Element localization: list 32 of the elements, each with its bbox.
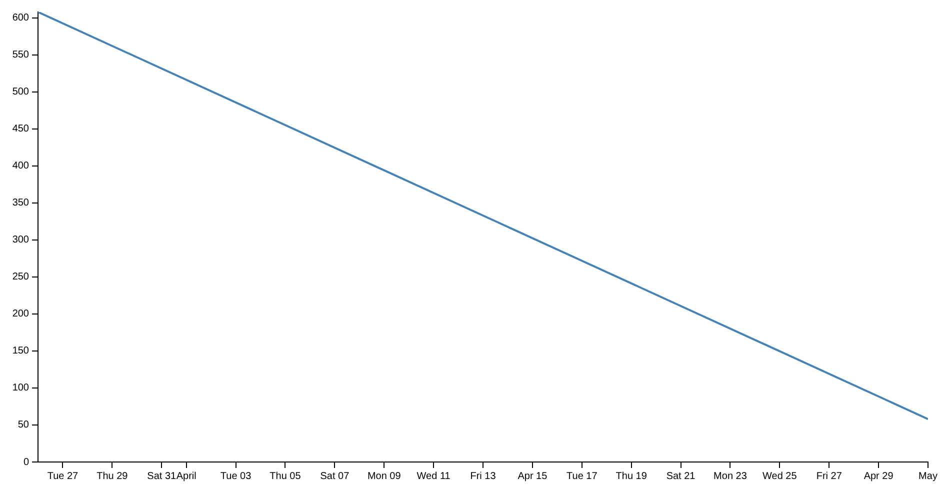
x-tick-label: April (176, 470, 196, 482)
x-tick-label: Wed 25 (762, 470, 798, 482)
x-tick-label: Thu 19 (616, 470, 648, 482)
x-tick-label: Tue 27 (47, 470, 79, 482)
y-tick-label: 500 (12, 86, 30, 98)
x-tick-label: Tue 17 (566, 470, 598, 482)
y-tick-label: 300 (12, 234, 30, 246)
x-tick-label: Sat 31 (147, 470, 176, 482)
y-tick-label: 400 (12, 160, 30, 172)
x-tick-label: Tue 03 (220, 470, 252, 482)
x-tick-label: Apr 29 (864, 470, 894, 482)
y-tick-label: 100 (12, 382, 30, 394)
y-tick-label: 350 (12, 198, 30, 209)
x-tick-label: Apr 15 (518, 470, 548, 482)
y-tick-label: 600 (12, 12, 30, 24)
y-tick-label: 550 (12, 50, 30, 61)
x-tick-label: Sat 07 (320, 470, 350, 482)
x-tick-label: Thu 05 (270, 470, 302, 482)
y-tick-label: 250 (12, 272, 30, 283)
x-tick-label: Mon 23 (714, 470, 748, 482)
y-tick-label: 200 (12, 308, 30, 320)
x-tick-label: Thu 29 (96, 470, 128, 482)
y-tick-label: 50 (18, 420, 30, 431)
x-tick-label: Mon 09 (367, 470, 402, 482)
x-tick-label: Wed 11 (416, 470, 451, 482)
y-tick-label: 450 (12, 124, 30, 135)
x-tick-label: Fri 13 (470, 470, 496, 482)
y-tick-label: 150 (12, 346, 30, 357)
x-tick-label: Sat 21 (666, 470, 696, 482)
x-tick-label: May (918, 470, 938, 482)
x-tick-label: Fri 27 (816, 470, 842, 482)
y-tick-label: 0 (23, 456, 30, 468)
